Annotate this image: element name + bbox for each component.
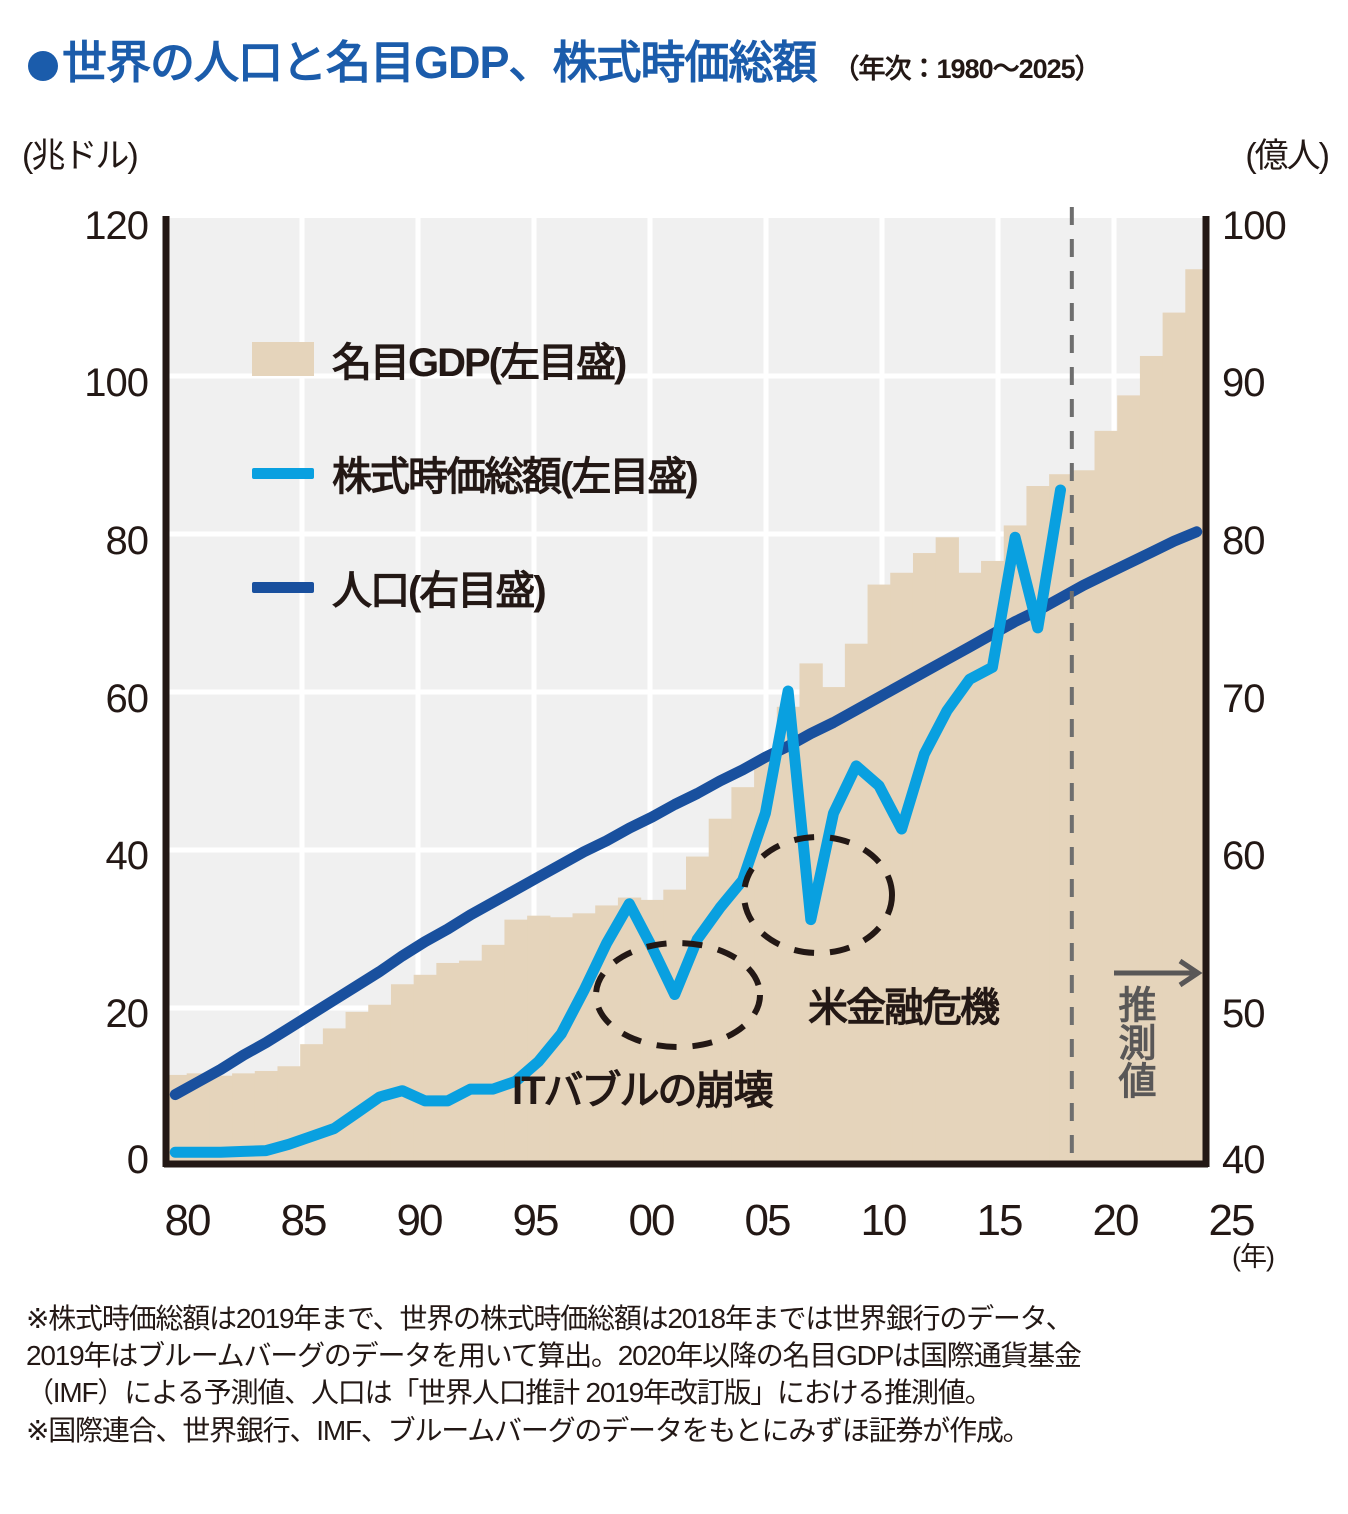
it-bubble-ellipse (593, 940, 763, 1050)
gdp-bar (300, 1044, 324, 1164)
x-tick-85: 85 (280, 1196, 328, 1245)
left-tick-120: 120 (84, 204, 149, 248)
annotation-financial-crisis: 米金融危機 (808, 986, 1000, 1030)
legend-label-market-cap: 株式時価総額(左目盛) (332, 455, 699, 499)
gdp-bar (981, 560, 1005, 1164)
gdp-bar (1003, 525, 1028, 1164)
gdp-bar (1049, 474, 1073, 1164)
market-cap-line (169, 484, 1066, 1158)
legend-swatch-line-blue-icon (252, 581, 314, 593)
gdp-bar (822, 687, 846, 1164)
legend-label-population: 人口(右目盛) (332, 569, 547, 613)
gdp-bar (867, 584, 891, 1164)
bullet-icon (28, 51, 58, 81)
left-tick-20: 20 (105, 992, 150, 1036)
chart-legend: 名目GDP(左目盛) 株式時価総額(左目盛) 人口(右目盛) (252, 330, 699, 616)
x-tick-95: 95 (512, 1196, 560, 1245)
forecast-arrow-icon (1114, 958, 1203, 988)
gdp-bar (890, 572, 914, 1164)
gdp-bar (390, 984, 415, 1164)
gdp-bar (527, 915, 551, 1164)
gdp-bar (345, 1011, 369, 1164)
legend-item-market-cap[interactable]: 株式時価総額(左目盛) (252, 444, 699, 502)
legend-item-gdp[interactable]: 名目GDP(左目盛) (252, 330, 697, 388)
gdp-bar (1071, 470, 1096, 1164)
annotation-forecast: 推測値 (1112, 985, 1154, 1099)
x-tick-00: 00 (628, 1196, 676, 1245)
gdp-bar (912, 553, 937, 1164)
legend-item-population[interactable]: 人口(右目盛) (252, 558, 697, 616)
gdp-bar (754, 758, 778, 1164)
population-polyline (169, 526, 1203, 1101)
market-cap-polyline (169, 484, 1066, 1158)
right-axis-unit: (億人) (1245, 137, 1330, 175)
right-tick-70: 70 (1222, 677, 1266, 721)
gdp-bar (209, 1075, 233, 1164)
right-tick-60: 60 (1222, 834, 1266, 878)
legend-label-gdp: 名目GDP(左目盛) (332, 341, 627, 385)
title-period-text: （年次：1980〜2025） (832, 54, 1102, 84)
footnote-line-3: （IMF）による予測値、人口は「世界人口推計 2019年改訂版」における推測値。 (26, 1377, 993, 1409)
gdp-bar (186, 1073, 210, 1164)
gdp-bar (413, 974, 437, 1164)
footnote-line-2: 2019年はブルームバーグのデータを用いて算出。2020年以降の名目GDPは国際… (26, 1340, 1082, 1372)
gdp-bar (958, 572, 982, 1164)
gdp-bar (663, 889, 687, 1164)
gdp-bars (164, 269, 1209, 1165)
population-line (169, 526, 1203, 1101)
footnotes: ※株式時価総額は2019年まで、世界の株式時価総額は2018年までは世界銀行のデ… (26, 1300, 1326, 1449)
gdp-bar (459, 960, 483, 1164)
gdp-bar (844, 643, 869, 1164)
footnote-line-4: ※国際連合、世界銀行、IMF、ブルームバーグのデータをもとにみずほ証券が作成。 (26, 1414, 1031, 1446)
gdp-bar (617, 897, 642, 1164)
gdp-bar (686, 856, 710, 1164)
x-tick-20: 20 (1092, 1196, 1140, 1245)
title-main-text: 世界の人口と名目GDP、株式時価総額 (62, 37, 818, 88)
gdp-bar (1094, 430, 1118, 1165)
right-tick-40: 40 (1222, 1138, 1266, 1182)
right-tick-90: 90 (1222, 361, 1266, 405)
left-tick-100: 100 (84, 361, 149, 405)
left-tick-0: 0 (126, 1138, 149, 1182)
legend-swatch-bar-icon (252, 342, 314, 376)
financial-crisis-ellipse (741, 834, 895, 956)
right-tick-50: 50 (1222, 992, 1266, 1036)
left-tick-60: 60 (105, 677, 150, 721)
footnote-line-1: ※株式時価総額は2019年まで、世界の株式時価総額は2018年までは世界銀行のデ… (26, 1303, 1074, 1334)
gdp-bar (935, 537, 959, 1164)
left-tick-40: 40 (105, 834, 150, 878)
x-tick-80: 80 (164, 1196, 212, 1245)
gdp-bar (504, 919, 528, 1164)
x-tick-05: 05 (744, 1196, 792, 1245)
x-tick-90: 90 (396, 1196, 444, 1245)
left-axis-unit: (兆ドル) (22, 137, 139, 175)
x-tick-10: 10 (860, 1196, 908, 1245)
gdp-bar (572, 913, 596, 1164)
gdp-bar (322, 1028, 347, 1164)
gdp-bar (595, 905, 619, 1164)
gdp-bar (232, 1073, 256, 1164)
left-tick-80: 80 (105, 519, 150, 563)
gdp-bar (368, 1004, 392, 1164)
x-tick-25: 25 (1208, 1196, 1256, 1245)
x-axis-unit: (年) (1232, 1242, 1275, 1272)
right-tick-100: 100 (1222, 204, 1287, 248)
gdp-bar (776, 706, 801, 1164)
gdp-bar (481, 944, 506, 1164)
gdp-bar (1026, 486, 1050, 1164)
right-tick-80: 80 (1222, 519, 1266, 563)
chart-plot-area (0, 195, 1348, 1180)
legend-swatch-line-cyan-icon (252, 467, 314, 479)
x-tick-15: 15 (976, 1196, 1024, 1245)
page-title: 世界の人口と名目GDP、株式時価総額 （年次：1980〜2025） (28, 26, 1328, 96)
annotation-it-bubble: ITバブルの崩壊 (512, 1069, 774, 1113)
chart-svg (162, 195, 1210, 1168)
gdp-bar (436, 962, 460, 1164)
gdp-bar (254, 1070, 279, 1164)
gdp-bar (1162, 312, 1186, 1165)
